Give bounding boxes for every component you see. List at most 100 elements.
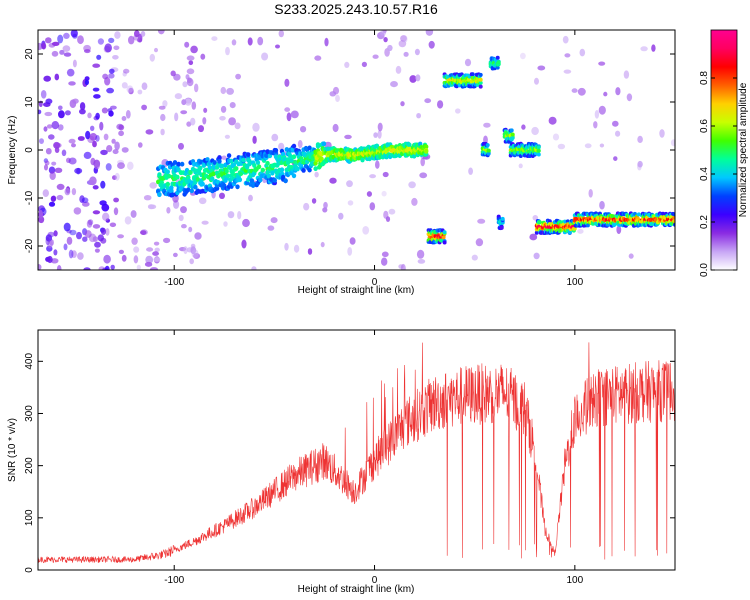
spectrogram-noise-speck (201, 220, 209, 225)
spectrogram-ridge-cell (283, 178, 288, 184)
spectrogram-ridge-cell (198, 165, 203, 171)
spectrogram-noise-speck (194, 83, 199, 93)
y-tick-label: 200 (24, 457, 35, 474)
spectrogram-noise-speck (395, 65, 402, 74)
spectrogram-noise-speck (533, 252, 540, 260)
y-tick-label: 10 (24, 96, 35, 108)
spectrogram-noise-speck (552, 133, 560, 141)
spectrogram-noise-speck (598, 105, 606, 115)
snr-line (38, 342, 675, 564)
spectrogram-noise-speck (271, 133, 279, 142)
y-tick-label: 400 (24, 353, 35, 370)
spectrogram-noise-speck (38, 209, 43, 219)
spectrogram-noise-speck (84, 230, 92, 238)
spectrogram-x-ticks: -100 0 100 (164, 30, 584, 288)
spectrogram-noise-speck (143, 195, 152, 201)
spectrogram-noise-speck (47, 231, 55, 238)
spectrogram-ridge-cell (247, 161, 252, 167)
spectrogram-noise-speck (409, 75, 417, 83)
spectrogram-noise-speck (335, 94, 340, 102)
spectrogram-noise-speck (128, 87, 134, 95)
spectrogram-noise-speck (594, 110, 600, 119)
spectrogram-noise-speck (297, 140, 303, 149)
spectrogram-noise-speck (68, 81, 76, 86)
spectrogram-noise-speck (190, 45, 198, 54)
spectrogram-noise-speck (311, 198, 317, 204)
spectrogram-noise-speck (54, 73, 60, 81)
spectrogram-noise-speck (64, 110, 71, 116)
spectrogram-noise-speck (110, 264, 115, 270)
spectrogram-noise-speck (68, 138, 76, 144)
spectrogram-noise-speck (56, 194, 64, 201)
spectrogram-noise-speck (211, 36, 218, 41)
spectrogram-noise-speck (86, 219, 93, 228)
spectrogram-noise-speck (252, 122, 260, 132)
spectrogram-noise-speck (90, 125, 95, 131)
spectrogram-segment-cell (636, 212, 641, 217)
spectrogram-ridge-cell (252, 163, 257, 168)
spectrogram-noise-speck (121, 254, 127, 262)
spectrogram-noise-speck (415, 74, 421, 82)
spectrogram-noise-speck (85, 130, 91, 140)
y-tick-label: 300 (24, 405, 35, 422)
spectrogram-noise-speck (105, 228, 110, 236)
figure-title: S233.2025.243.10.57.R16 (274, 1, 438, 17)
spectrogram-noise-speck (92, 185, 99, 190)
spectrogram-noise-speck (133, 246, 140, 253)
spectrogram-segment-cell (585, 223, 590, 228)
snr-x-ticks: -100 0 100 (164, 330, 584, 586)
spectrogram-noise-speck (160, 128, 165, 136)
spectrogram-noise-speck (53, 230, 58, 237)
spectrogram-noise-speck (349, 237, 356, 245)
spectrogram-noise-speck (300, 126, 307, 133)
spectrogram-ridge-cell (282, 156, 287, 162)
spectrogram-noise-speck (257, 36, 264, 46)
spectrogram-noise-speck (149, 53, 155, 62)
spectrogram-noise-speck (108, 37, 115, 44)
spectrogram-noise-speck (45, 148, 52, 155)
colorbar-label: Normalized spectral amplitude (738, 82, 749, 217)
spectrogram-noise-speck (229, 102, 236, 109)
y-tick-label: 0 (24, 147, 35, 153)
spectrogram-noise-speck (194, 232, 202, 240)
spectrogram-noise-speck (193, 253, 201, 259)
spectrogram-ridge-cell (255, 160, 261, 166)
spectrogram-noise-speck (420, 157, 426, 167)
spectrogram-ridge-cell (234, 166, 239, 171)
spectrogram-noise-speck (125, 110, 131, 119)
spectrogram-noise-speck (77, 35, 84, 45)
x-tick-label: -100 (164, 277, 184, 288)
spectrogram-noise-speck (126, 85, 134, 93)
spectrogram-noise-speck (388, 208, 396, 215)
spectrogram-noise-speck (303, 202, 310, 211)
spectrogram-ridge-cell (291, 173, 297, 179)
spectrogram-segment-cell (478, 72, 483, 77)
spectrogram-noise-speck (118, 130, 124, 137)
spectrogram-noise-speck (623, 70, 630, 79)
spectrogram-noise-speck (99, 200, 107, 206)
spectrogram-noise-speck (138, 142, 143, 148)
spectrogram-noise-speck (577, 87, 586, 96)
spectrogram-noise-speck (180, 110, 188, 115)
spectrogram-noise-speck (117, 234, 124, 239)
spectrogram-noise-speck (149, 182, 157, 189)
spectrogram-segment-cell (478, 84, 483, 89)
spectrogram-noise-speck (106, 145, 113, 153)
spectrogram-noise-speck (79, 108, 86, 115)
spectrogram-noise-speck (97, 234, 105, 242)
spectrogram-noise-speck (416, 113, 421, 119)
spectrogram-cells (38, 30, 675, 270)
spectrogram-noise-speck (72, 98, 79, 104)
spectrogram-noise-speck (133, 255, 139, 264)
spectrogram-ridge-cell (424, 144, 429, 150)
spectrogram-ridge-cell (291, 154, 297, 160)
spectrogram-ridge-cell (212, 160, 217, 165)
spectrogram-noise-speck (188, 226, 193, 233)
spectrogram-noise-speck (173, 252, 178, 258)
spectrogram-noise-speck (190, 246, 197, 255)
spectrogram-ridge-cell (172, 160, 178, 165)
spectrogram-ridge-cell (193, 184, 198, 190)
spectrogram-noise-speck (82, 236, 88, 242)
spectrogram-noise-speck (598, 61, 606, 66)
spectrogram-noise-speck (286, 112, 292, 122)
